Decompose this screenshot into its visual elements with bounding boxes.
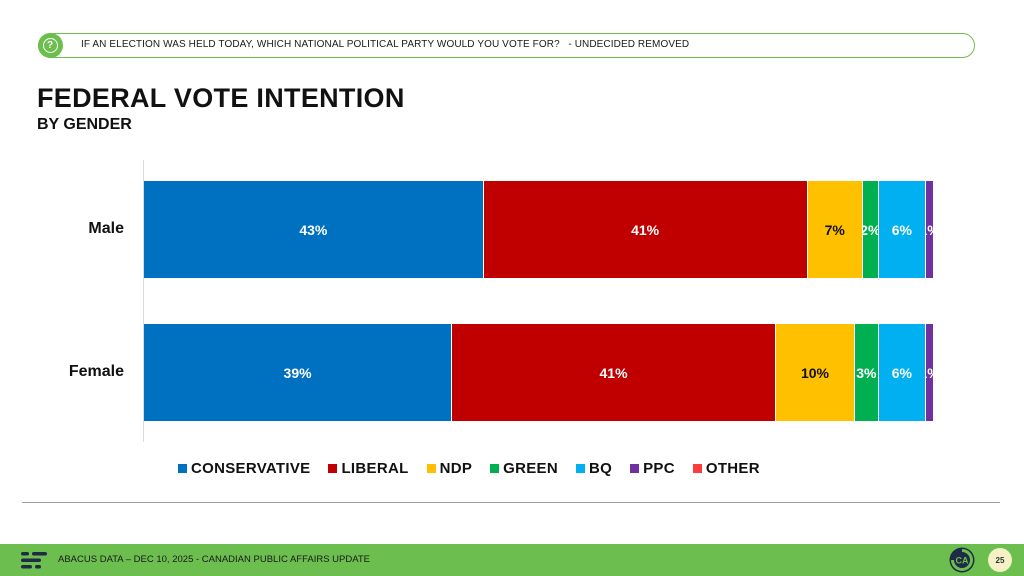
bar-segment-ppc-female: 1% <box>926 324 934 421</box>
bar-segment-ppc-male: 1% <box>926 181 934 278</box>
svg-text:CA: CA <box>956 556 969 566</box>
bar-segment-liberal-female: 41% <box>452 324 776 421</box>
legend-label: LIBERAL <box>341 459 409 477</box>
bar-segment-ndp-male: 7% <box>807 181 863 278</box>
legend-label: BQ <box>589 459 613 477</box>
bar-segment-bq-female: 6% <box>878 324 927 421</box>
data-label: 6% <box>891 221 912 238</box>
legend-item-liberal: LIBERAL <box>328 460 408 477</box>
bar-segment-liberal-male: 41% <box>483 181 808 278</box>
legend-item-conservative: CONSERVATIVE <box>178 460 310 477</box>
data-label: 10% <box>800 364 830 381</box>
chart-axis-line <box>143 160 144 442</box>
legend-swatch <box>426 463 436 473</box>
data-label: 1% <box>926 222 933 238</box>
legend-swatch <box>490 463 500 473</box>
footer-text: ABACUS DATA – DEC 10, 2025 - CANADIAN PU… <box>58 554 371 565</box>
legend-item-green: GREEN <box>490 460 558 477</box>
data-label: 41% <box>599 364 628 381</box>
bar-row-female: 39% 41% 10% 3% 6% 1% <box>144 324 934 421</box>
legend-item-ppc: PPC <box>630 460 675 477</box>
legend-label: PPC <box>643 459 675 477</box>
bar-segment-conservative-male: 43% <box>144 181 484 278</box>
footer-divider <box>22 502 1000 503</box>
chart-legend: CONSERVATIVE LIBERAL NDP GREEN BQ PPC OTHER <box>178 459 760 477</box>
legend-swatch <box>576 463 585 473</box>
footer-bar: ABACUS DATA – DEC 10, 2025 - CANADIAN PU… <box>0 544 1024 576</box>
legend-label: NDP <box>439 459 473 477</box>
question-icon: ? <box>37 32 63 58</box>
data-label: 43% <box>299 221 328 238</box>
ca-badge-icon: CA <box>949 547 975 573</box>
bar-segment-bq-male: 6% <box>878 181 927 278</box>
chart-subtitle: BY GENDER <box>37 116 132 133</box>
legend-swatch <box>630 463 640 473</box>
data-label: 1% <box>926 365 933 381</box>
category-label-female: Female <box>68 362 124 380</box>
data-label: 39% <box>283 364 312 381</box>
bar-segment-green-male: 2% <box>862 181 879 278</box>
category-label-male: Male <box>88 219 124 237</box>
question-text: IF AN ELECTION WAS HELD TODAY, WHICH NAT… <box>81 39 690 50</box>
bar-segment-green-female: 3% <box>855 324 879 421</box>
data-label: 3% <box>856 364 877 381</box>
abacus-logo-icon <box>21 552 47 569</box>
legend-swatch <box>328 463 338 473</box>
legend-item-bq: BQ <box>576 460 612 477</box>
data-label: 2% <box>863 222 878 238</box>
bar-segment-conservative-female: 39% <box>144 324 453 421</box>
data-label: 7% <box>824 221 845 238</box>
bar-segment-ndp-female: 10% <box>776 324 855 421</box>
legend-item-ndp: NDP <box>426 459 473 477</box>
legend-swatch <box>692 463 702 473</box>
legend-swatch <box>178 463 187 473</box>
data-label: 6% <box>891 364 912 381</box>
chart-title: FEDERAL VOTE INTENTION <box>37 83 405 113</box>
bar-row-male: 43% 41% 7% 2% 6% 1% <box>144 181 934 278</box>
legend-label: GREEN <box>503 459 558 477</box>
legend-label: CONSERVATIVE <box>191 459 311 477</box>
data-label: 41% <box>631 221 660 238</box>
legend-item-other: OTHER <box>692 459 760 477</box>
legend-label: OTHER <box>705 459 760 477</box>
page-number: 25 <box>988 548 1012 572</box>
question-banner: ? IF AN ELECTION WAS HELD TODAY, WHICH N… <box>37 32 975 58</box>
